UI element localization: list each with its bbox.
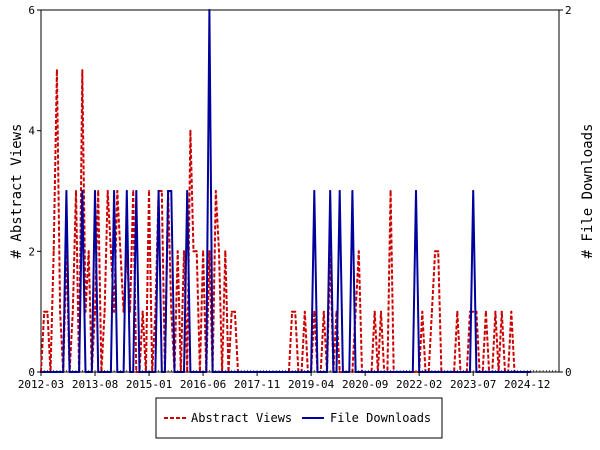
x-tick-label: 2017-11 <box>234 378 280 391</box>
data-point <box>71 310 74 313</box>
data-point <box>170 310 173 313</box>
data-point <box>157 190 160 192</box>
data-point <box>43 310 46 313</box>
x-tick-label: 2016-06 <box>180 378 226 391</box>
data-point <box>357 250 360 253</box>
series-layer <box>40 9 532 373</box>
data-point <box>294 310 297 313</box>
data-point <box>208 250 211 253</box>
plot-border <box>40 9 560 373</box>
data-point <box>148 190 150 192</box>
data-point <box>183 250 185 253</box>
data-point <box>430 310 433 313</box>
y-axis-left-ticks: 0 2 4 6 <box>28 4 41 379</box>
y-left-tick-label: 2 <box>28 245 35 258</box>
data-point <box>224 250 227 253</box>
data-point <box>313 310 316 313</box>
data-point <box>94 190 96 192</box>
data-point <box>81 190 84 192</box>
y-left-tick-label: 4 <box>28 125 35 138</box>
data-point <box>214 190 217 192</box>
x-tick-label: 2012-03 <box>18 378 64 391</box>
data-point <box>176 250 179 253</box>
data-point <box>434 250 437 253</box>
data-point <box>195 250 198 253</box>
data-point <box>97 190 100 192</box>
data-point <box>291 310 294 313</box>
data-point <box>389 190 392 192</box>
data-point <box>113 310 116 313</box>
x-tick-label: 2022-02 <box>396 378 442 391</box>
data-point <box>313 190 316 192</box>
data-point <box>230 310 233 313</box>
data-point <box>160 190 163 192</box>
legend: Abstract Views File Downloads <box>155 397 443 439</box>
data-point <box>472 190 475 192</box>
data-point <box>303 310 306 313</box>
data-point <box>186 190 189 192</box>
data-point <box>373 310 376 313</box>
y-left-tick-label: 6 <box>28 4 35 17</box>
data-point <box>338 190 341 192</box>
data-point <box>351 190 354 192</box>
data-point <box>202 250 205 253</box>
x-axis-ticks: 2012-03 2013-08 2015-01 2016-06 2017-11 2019-… <box>18 370 560 391</box>
data-point <box>322 310 325 313</box>
data-point <box>208 9 211 11</box>
data-point <box>380 310 382 313</box>
data-point <box>109 250 112 253</box>
data-point <box>59 310 62 313</box>
data-point <box>116 190 119 192</box>
data-point <box>484 310 487 313</box>
y-left-tick-label: 0 <box>28 366 35 379</box>
data-point <box>125 190 128 192</box>
y-axis-right-ticks: 02 <box>559 4 572 379</box>
data-point <box>329 190 332 192</box>
data-point <box>189 129 192 132</box>
data-point <box>52 250 55 253</box>
data-point <box>75 190 77 192</box>
y-right-tick-label: 2 <box>565 4 572 17</box>
x-tick-label: 2019-04 <box>288 378 335 391</box>
data-point <box>94 310 96 313</box>
data-point <box>472 310 475 313</box>
data-point <box>421 310 424 313</box>
x-tick-label: 2013-08 <box>72 378 118 391</box>
data-point <box>192 250 195 253</box>
x-tick-label: 2015-01 <box>126 378 172 391</box>
y-right-tick-label: 0 <box>565 366 572 379</box>
data-point <box>135 190 138 192</box>
legend-box <box>155 397 443 439</box>
data-point <box>113 190 116 192</box>
data-point <box>103 310 106 313</box>
data-point <box>55 69 58 72</box>
data-point <box>415 190 417 192</box>
data-point <box>218 250 220 253</box>
data-point <box>65 190 68 192</box>
data-point <box>500 310 503 313</box>
data-point <box>456 310 459 313</box>
data-point <box>437 250 440 253</box>
data-point <box>141 310 144 313</box>
data-point <box>233 310 236 313</box>
legend-label-file-downloads: File Downloads <box>330 411 431 425</box>
data-point <box>167 190 170 192</box>
data-point <box>87 250 90 253</box>
data-point <box>494 310 497 313</box>
data-point <box>119 250 122 253</box>
x-tick-label: 2023-07 <box>450 378 496 391</box>
x-tick-label: 2024-12 <box>504 378 550 391</box>
y-axis-left-title: # Abstract Views <box>9 124 25 259</box>
legend-label-abstract-views: Abstract Views <box>191 411 292 425</box>
data-point <box>510 310 513 313</box>
data-point <box>106 190 109 192</box>
x-tick-label: 2020-09 <box>342 378 388 391</box>
data-point <box>46 310 49 313</box>
y-axis-right-title: # File Downloads <box>580 124 596 259</box>
data-point <box>170 190 173 192</box>
data-point <box>81 69 84 72</box>
data-point <box>132 190 135 192</box>
plot-frame <box>40 9 560 373</box>
